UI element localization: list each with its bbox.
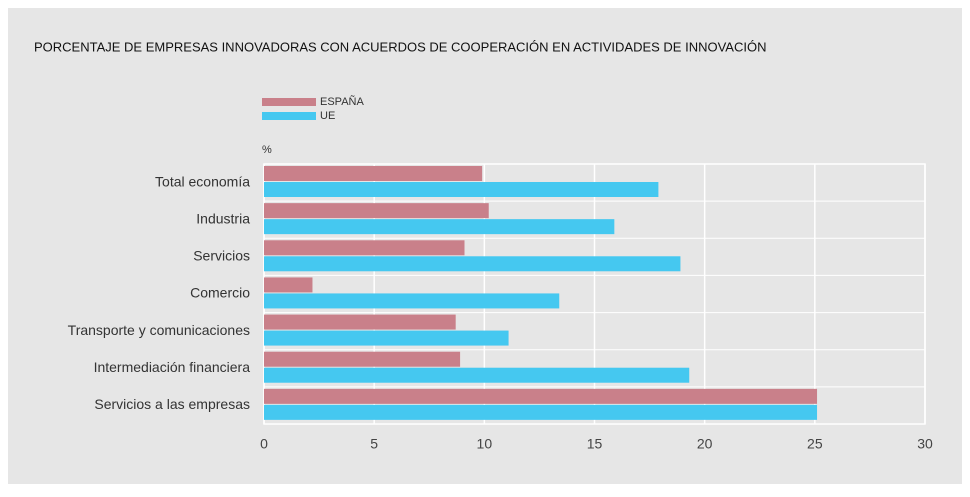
x-tick-label: 10 [477,436,493,452]
y-tick-label: Transporte y comunicaciones [68,322,250,338]
bar [264,219,615,235]
legend-swatch [262,98,316,106]
x-tick-label: 0 [260,436,268,452]
x-tick-label: 15 [587,436,603,452]
bar [264,203,489,219]
y-tick-label: Intermediación financiera [94,359,251,375]
x-tick-label: 20 [697,436,713,452]
chart-title: PORCENTAJE DE EMPRESAS INNOVADORAS CON A… [34,39,766,54]
bar [264,277,313,293]
legend-swatch [262,112,316,120]
bar [264,404,818,420]
bar [264,314,456,330]
bar [264,388,818,404]
unit-label: % [262,144,272,156]
legend-label: ESPAÑA [320,95,364,108]
x-tick-label: 30 [917,436,933,452]
bar [264,256,681,272]
bar [264,182,659,197]
y-tick-label: Comercio [190,285,250,301]
legend-label: UE [320,110,335,122]
bar [264,240,465,256]
bar [264,166,483,181]
bar [264,351,461,367]
bar [264,293,560,309]
x-tick-label: 5 [370,436,378,452]
y-tick-label: Total economía [155,173,250,189]
y-tick-label: Servicios a las empresas [94,396,250,412]
x-tick-label: 25 [807,436,823,452]
bar [264,367,690,383]
y-tick-label: Servicios [193,248,250,264]
bar [264,330,509,346]
y-tick-label: Industria [196,210,250,226]
